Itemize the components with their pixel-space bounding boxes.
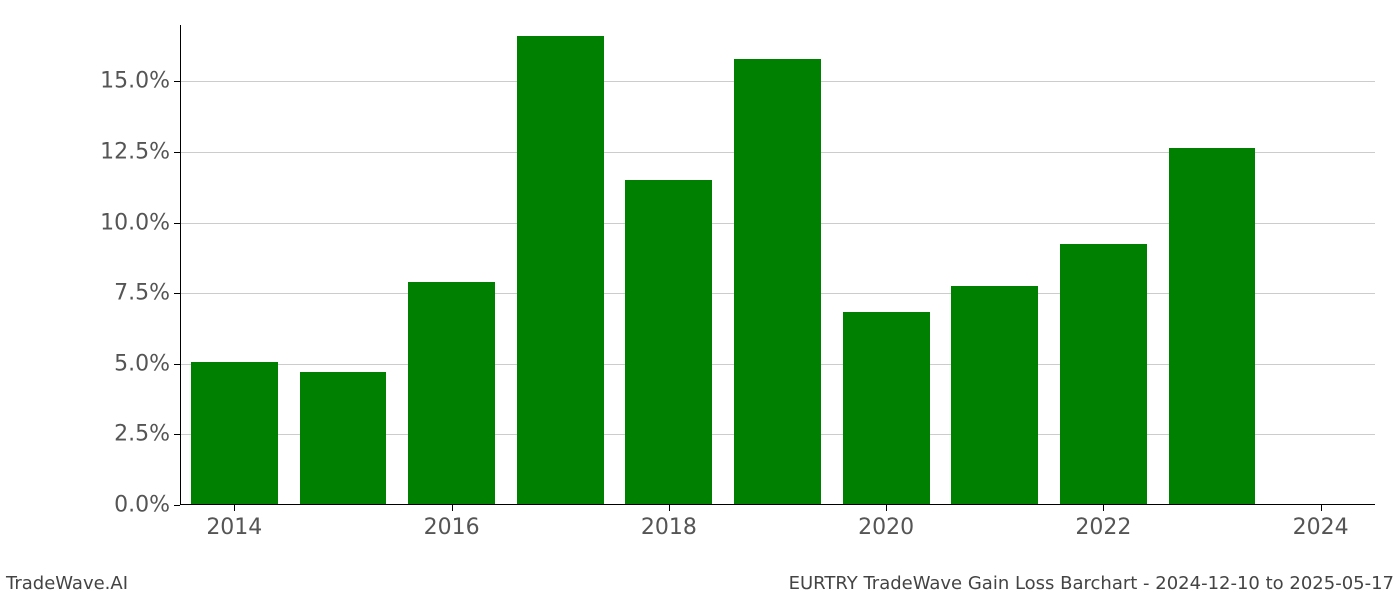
x-axis-line — [180, 504, 1375, 505]
plot-area: 0.0%2.5%5.0%7.5%10.0%12.5%15.0%201420162… — [180, 25, 1375, 505]
y-tick-label: 12.5% — [100, 140, 180, 165]
bar — [191, 362, 278, 505]
bar — [300, 372, 387, 505]
bar — [1060, 244, 1147, 505]
bar — [625, 180, 712, 505]
y-axis-line — [180, 25, 181, 505]
footer-right-label: EURTRY TradeWave Gain Loss Barchart - 20… — [789, 573, 1394, 594]
x-tick-label: 2020 — [858, 505, 914, 540]
y-tick-label: 0.0% — [114, 493, 180, 518]
bar — [734, 59, 821, 505]
x-tick-label: 2022 — [1075, 505, 1131, 540]
y-tick-label: 2.5% — [114, 422, 180, 447]
bar — [951, 286, 1038, 505]
x-tick-label: 2024 — [1293, 505, 1349, 540]
y-tick-label: 15.0% — [100, 69, 180, 94]
x-tick-label: 2018 — [641, 505, 697, 540]
bar — [517, 36, 604, 505]
bar — [408, 282, 495, 505]
x-tick-label: 2016 — [424, 505, 480, 540]
y-tick-label: 5.0% — [114, 351, 180, 376]
bar — [843, 312, 930, 505]
x-tick-label: 2014 — [206, 505, 262, 540]
chart-container: 0.0% 2.5% 5.0% 7.5% 10.0% 12.5% 15.0% 2014 2016 2… — [0, 0, 1400, 600]
y-tick-label: 7.5% — [114, 281, 180, 306]
y-tick-label: 10.0% — [100, 210, 180, 235]
footer-left-label: TradeWave.AI — [6, 573, 128, 594]
bar — [1169, 148, 1256, 505]
